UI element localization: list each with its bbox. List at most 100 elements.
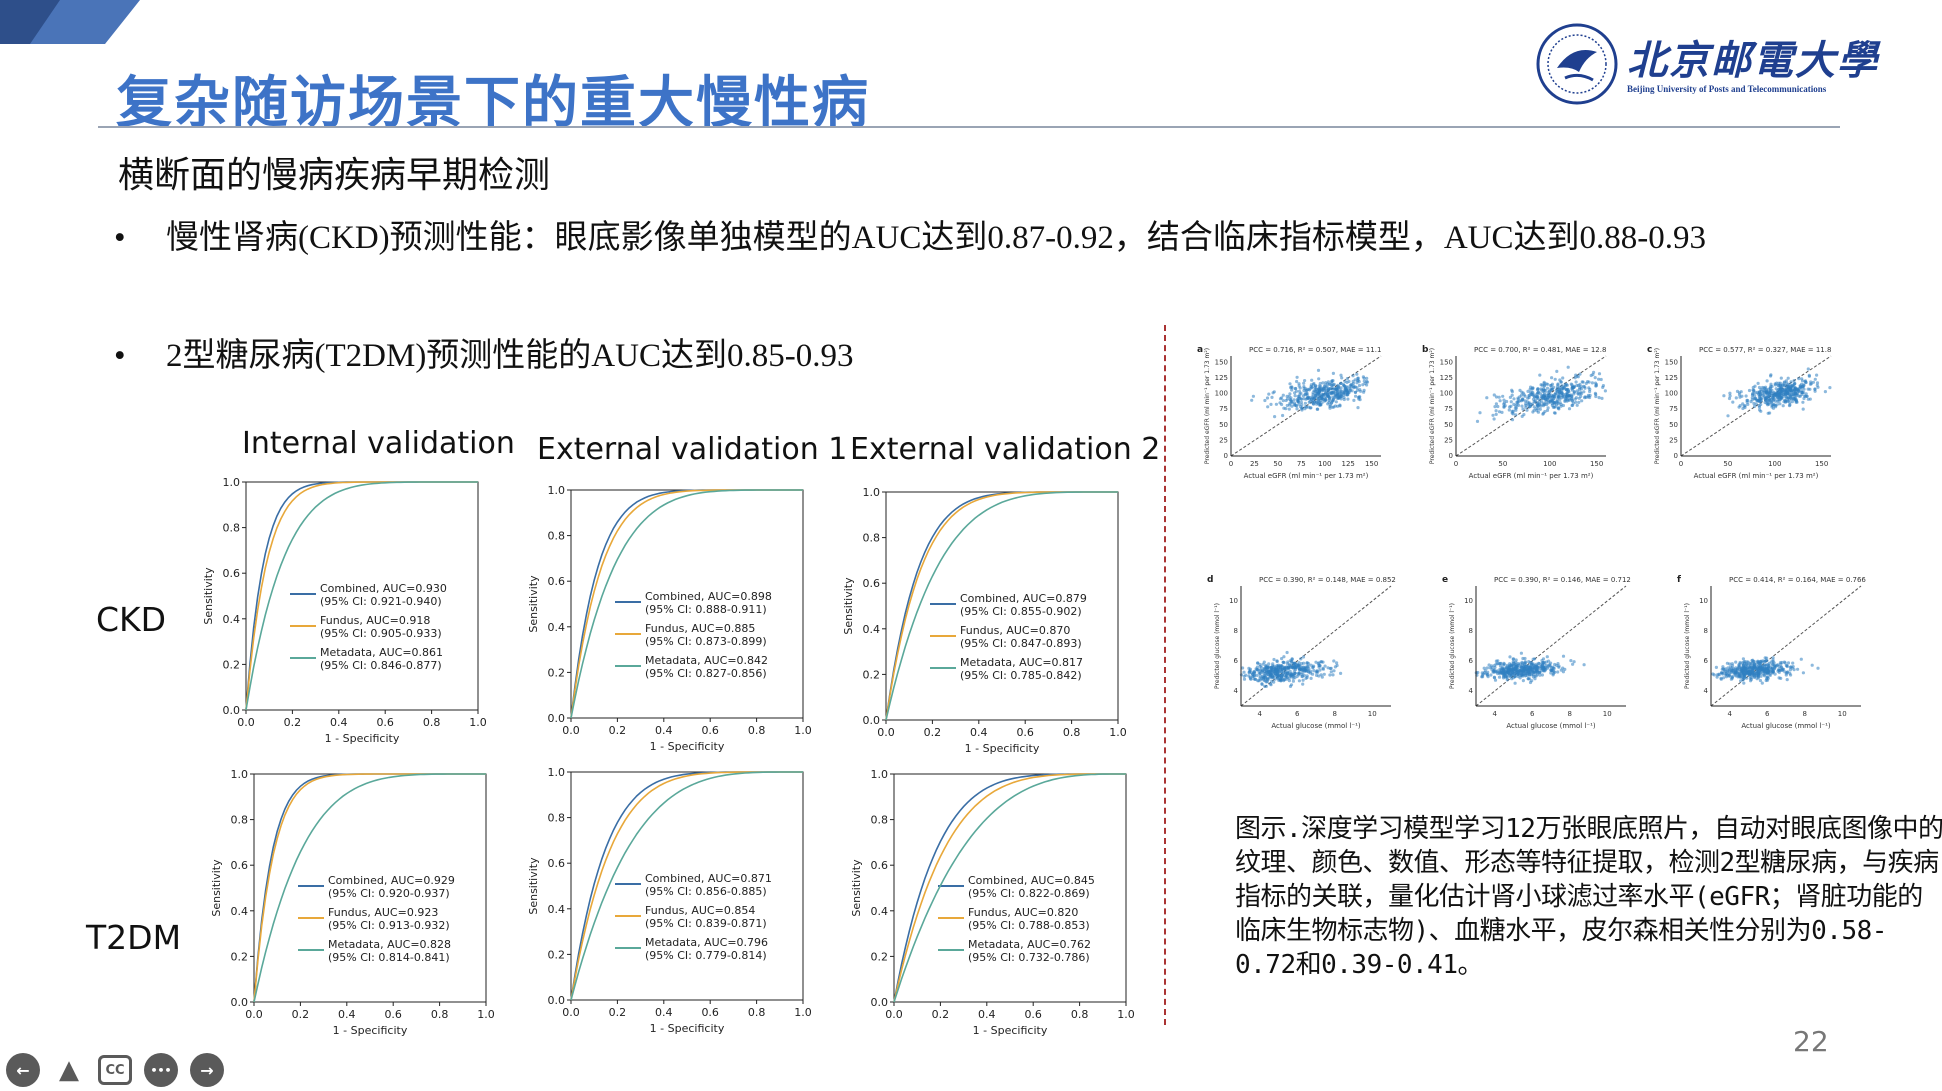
scatter-point: [1601, 384, 1605, 388]
scatter-point: [1552, 405, 1556, 409]
x-tick-label: 0.2: [924, 726, 942, 739]
scatter-glucose-f: f PCC = 0.414, R² = 0.164, MAE = 0.766 4 6 8…: [1677, 575, 1866, 730]
captions-icon[interactable]: CC: [98, 1055, 132, 1085]
scatter-point: [1507, 669, 1511, 673]
scatter-egfr-b: b PCC = 0.700, R² = 0.481, MAE = 12.8 0 50 1…: [1422, 345, 1607, 480]
scatter-point: [1559, 668, 1563, 672]
scatter-point: [1305, 392, 1309, 396]
x-tick-label: 150: [1590, 460, 1603, 468]
scatter-point: [1362, 376, 1366, 380]
scatter-point: [1754, 667, 1759, 671]
scatter-point: [1489, 673, 1493, 677]
legend-label: Combined, AUC=0.929: [328, 874, 455, 887]
scatter-point: [1802, 387, 1806, 391]
scatter-point: [1301, 655, 1306, 659]
scatter-point: [1779, 390, 1783, 394]
figure-caption: 图示.深度学习模型学习12万张眼底照片，自动对眼底图像中的纹理、颜色、数值、形态…: [1235, 814, 1942, 980]
scatter-point: [1525, 408, 1529, 412]
scatter-point: [1332, 387, 1336, 391]
scatter-point: [1275, 659, 1279, 664]
scatter-point: [1292, 662, 1296, 666]
y-tick-label: 0.0: [231, 996, 249, 1009]
scatter-point: [1796, 667, 1800, 671]
scatter-point: [1751, 392, 1755, 396]
scatter-point: [1736, 666, 1740, 670]
more-icon[interactable]: •••: [144, 1053, 178, 1087]
scatter-point: [1536, 404, 1540, 408]
scatter-point: [1260, 682, 1264, 686]
scatter-point: [1800, 377, 1804, 381]
y-tick-label: 6: [1234, 657, 1239, 665]
legend-label: Fundus, AUC=0.923: [328, 906, 438, 919]
scatter-point: [1295, 674, 1299, 679]
x-tick-label: 0.4: [655, 1006, 673, 1019]
scatter-point: [1600, 396, 1604, 400]
scatter-point: [1788, 665, 1792, 669]
x-tick-label: 0.4: [970, 726, 988, 739]
scatter-stats: PCC = 0.390, R² = 0.148, MAE = 0.852: [1259, 576, 1396, 584]
scatter-point: [1776, 395, 1781, 399]
scatter-point: [1557, 664, 1561, 668]
x-tick-label: 100: [1768, 460, 1781, 468]
scatter-point: [1726, 414, 1730, 418]
y-tick-label: 125: [1665, 374, 1678, 382]
scatter-point: [1542, 388, 1546, 392]
scatter-point: [1259, 665, 1263, 669]
scatter-point: [1545, 403, 1549, 407]
scatter-point: [1255, 665, 1259, 669]
scatter-point: [1501, 394, 1505, 398]
scatter-point: [1335, 661, 1339, 665]
scatter-point: [1492, 675, 1496, 679]
scatter-point: [1305, 661, 1309, 665]
scatter-point: [1476, 670, 1480, 675]
scatter-point: [1508, 655, 1512, 659]
scatter-point: [1356, 379, 1360, 383]
scatter-point: [1769, 384, 1773, 388]
scatter-point: [1365, 376, 1369, 380]
x-tick-label: 0.8: [748, 724, 766, 737]
scatter-point: [1285, 403, 1289, 408]
x-tick-label: 0.8: [748, 1006, 766, 1019]
scatter-point: [1552, 396, 1556, 400]
scatter-point: [1494, 662, 1498, 666]
scatter-point: [1765, 391, 1769, 395]
x-tick-label: 0.0: [237, 716, 255, 729]
scatter-point: [1316, 407, 1320, 411]
scatter-point: [1537, 390, 1541, 394]
scatter-point: [1775, 392, 1779, 396]
scatter-point: [1776, 383, 1780, 387]
scatter-point: [1759, 396, 1763, 400]
roc-curve-metadata: [253, 773, 486, 1003]
y-tick-label: 10: [1229, 597, 1238, 605]
scatter-point: [1770, 666, 1774, 670]
y-tick-label: 1.0: [548, 766, 566, 779]
scatter-point: [1281, 660, 1285, 664]
scatter-point: [1306, 668, 1310, 672]
x-axis-label: Actual glucose (mmol l⁻¹): [1506, 722, 1596, 730]
scatter-point: [1309, 676, 1313, 680]
scatter-point: [1505, 399, 1509, 404]
scatter-point: [1309, 383, 1313, 387]
scatter-point: [1321, 381, 1325, 385]
scatter-point: [1759, 665, 1763, 669]
scatter-point: [1547, 393, 1551, 397]
pointer-icon[interactable]: ▲: [59, 1055, 79, 1085]
x-axis-label: Actual eGFR (ml min⁻¹ per 1.73 m²): [1244, 472, 1369, 480]
scatter-point: [1300, 397, 1304, 401]
scatter-point: [1758, 678, 1762, 683]
x-tick-label: 100: [1543, 460, 1556, 468]
scatter-point: [1351, 384, 1355, 388]
scatter-point: [1749, 677, 1753, 681]
scatter-point: [1312, 396, 1317, 400]
scatter-point: [1559, 404, 1563, 408]
y-tick-label: 0.4: [548, 903, 566, 916]
scatter-point: [1510, 388, 1514, 392]
scatter-point: [1784, 398, 1788, 402]
back-arrow-icon[interactable]: ←: [6, 1053, 40, 1087]
scatter-point: [1520, 673, 1524, 677]
x-tick-label: 1.0: [477, 1008, 495, 1021]
scatter-point: [1272, 657, 1276, 662]
scatter-point: [1570, 383, 1574, 387]
forward-arrow-icon[interactable]: →: [190, 1053, 224, 1087]
scatter-point: [1757, 404, 1761, 408]
